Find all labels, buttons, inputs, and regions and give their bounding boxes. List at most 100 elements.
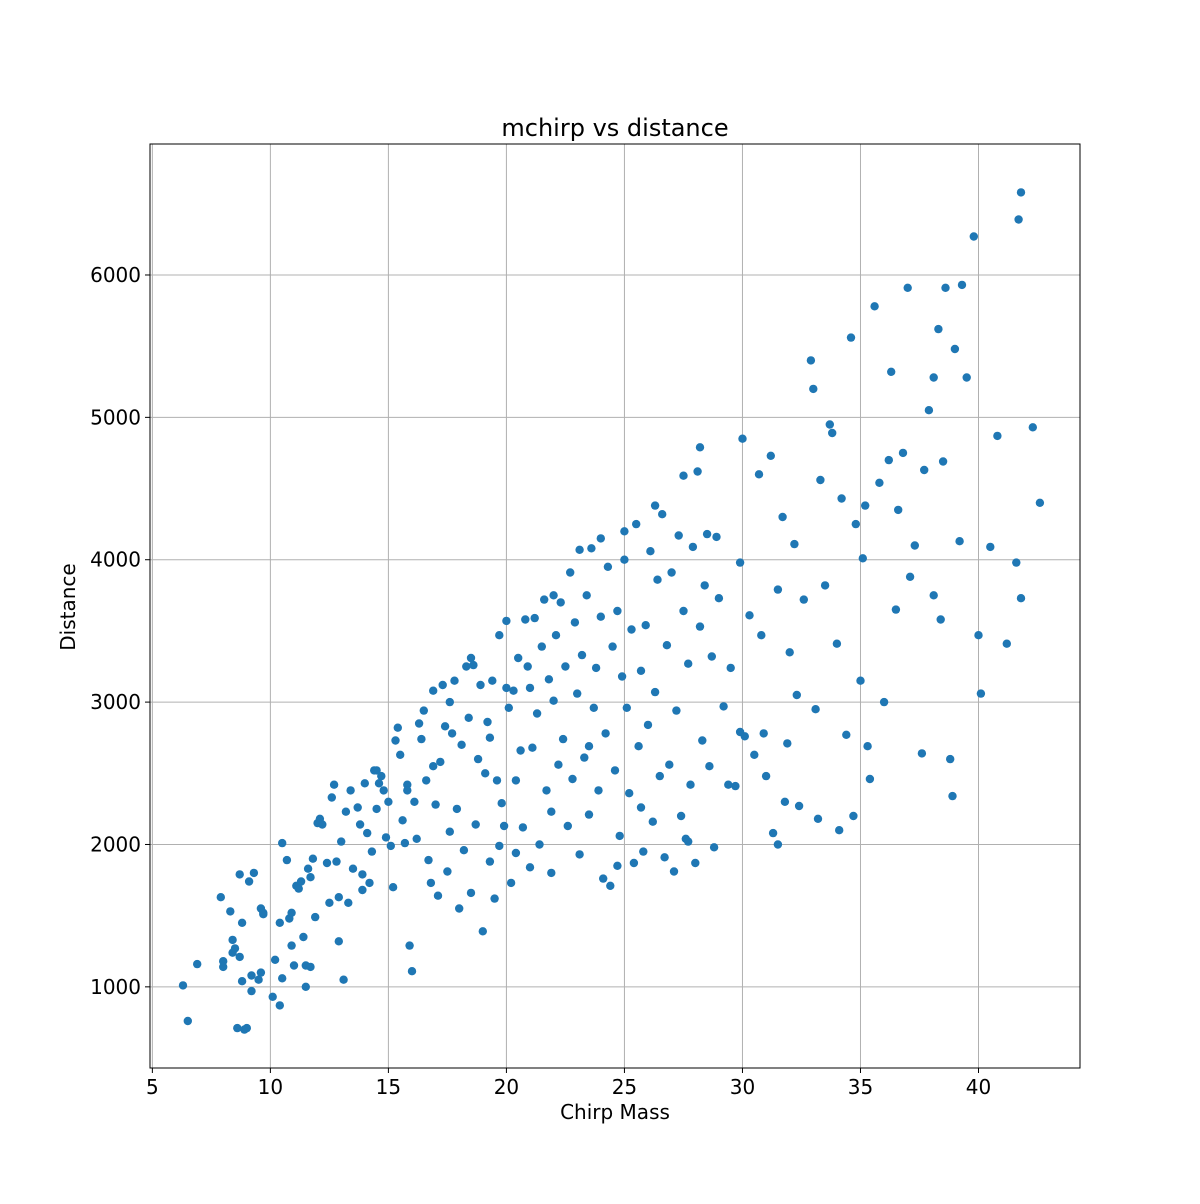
data-point (636, 666, 646, 675)
data-point (247, 986, 256, 996)
data-point (858, 554, 867, 563)
data-point (308, 854, 318, 863)
data-point (686, 780, 695, 789)
x-tick-label: 10 (258, 1075, 283, 1099)
data-point (570, 618, 580, 627)
data-point (476, 680, 485, 690)
data-point (596, 534, 605, 543)
data-point (433, 891, 443, 900)
data-point (712, 532, 721, 542)
data-point (835, 826, 844, 835)
data-point (193, 959, 202, 969)
data-point (398, 816, 407, 825)
data-point (672, 706, 681, 715)
data-point (377, 771, 386, 781)
data-point (929, 373, 938, 382)
data-point (780, 797, 790, 806)
data-point (691, 858, 700, 868)
data-point (457, 740, 466, 749)
data-point (934, 324, 943, 334)
x-tick-label: 5 (146, 1075, 159, 1099)
data-point (440, 722, 450, 731)
data-point (875, 478, 884, 487)
data-point (669, 867, 679, 876)
data-point (237, 918, 247, 927)
data-point (511, 776, 521, 785)
data-point (301, 982, 310, 991)
data-point (466, 888, 476, 898)
data-point (695, 443, 705, 452)
chart-title: mchirp vs distance (501, 114, 728, 142)
data-point (466, 653, 476, 663)
data-point (643, 720, 653, 730)
data-point (485, 857, 495, 866)
data-point (495, 841, 504, 851)
data-point (676, 811, 686, 821)
data-point (381, 833, 391, 842)
data-point (521, 615, 530, 624)
x-axis: 5 10 15 20 25 30 35 40 (146, 1068, 991, 1099)
data-point (443, 867, 452, 876)
data-point (778, 512, 787, 522)
data-point (379, 786, 388, 795)
data-point (660, 853, 669, 862)
data-point (759, 729, 768, 738)
data-point (256, 968, 266, 977)
data-point (268, 992, 277, 1001)
data-point (905, 572, 915, 581)
data-point (296, 877, 306, 886)
data-point (627, 625, 636, 634)
data-point (259, 908, 268, 917)
data-point (332, 857, 341, 866)
data-point (459, 846, 469, 855)
x-tick-label: 15 (376, 1075, 401, 1099)
data-point (761, 771, 771, 781)
data-point (950, 344, 960, 354)
data-point (828, 428, 837, 438)
data-point (492, 776, 502, 785)
data-point (976, 689, 986, 698)
data-point (537, 642, 546, 651)
data-point (700, 581, 709, 590)
data-point (535, 840, 544, 849)
data-point (327, 793, 336, 802)
data-point (757, 631, 766, 640)
y-tick-label: 5000 (90, 405, 141, 429)
data-point (705, 762, 714, 771)
data-point (948, 791, 957, 801)
y-tick-label: 2000 (90, 832, 141, 856)
data-point (851, 519, 860, 529)
data-point (455, 904, 464, 913)
data-point (483, 717, 492, 727)
data-point (311, 912, 320, 922)
data-point (422, 776, 431, 785)
data-point (405, 941, 414, 950)
data-point (731, 781, 740, 791)
data-point (450, 676, 459, 685)
data-point (334, 893, 343, 902)
data-point (695, 622, 705, 631)
data-point (601, 729, 610, 738)
data-point (523, 662, 532, 671)
data-point (613, 606, 622, 616)
data-point (525, 863, 535, 872)
y-axis: 1000 2000 3000 4000 5000 6000 (90, 263, 150, 999)
data-point (294, 884, 303, 893)
data-point (532, 709, 542, 718)
data-point (488, 676, 497, 685)
data-point (278, 838, 287, 848)
data-point (287, 908, 296, 917)
data-point (632, 519, 641, 529)
data-point (636, 803, 646, 812)
data-point (837, 494, 846, 503)
data-point (414, 719, 424, 728)
data-point (662, 641, 672, 650)
data-point (693, 467, 702, 476)
data-point (407, 967, 417, 976)
data-point (957, 280, 967, 290)
data-point (372, 804, 381, 814)
data-point (580, 753, 589, 762)
data-point (894, 505, 903, 515)
